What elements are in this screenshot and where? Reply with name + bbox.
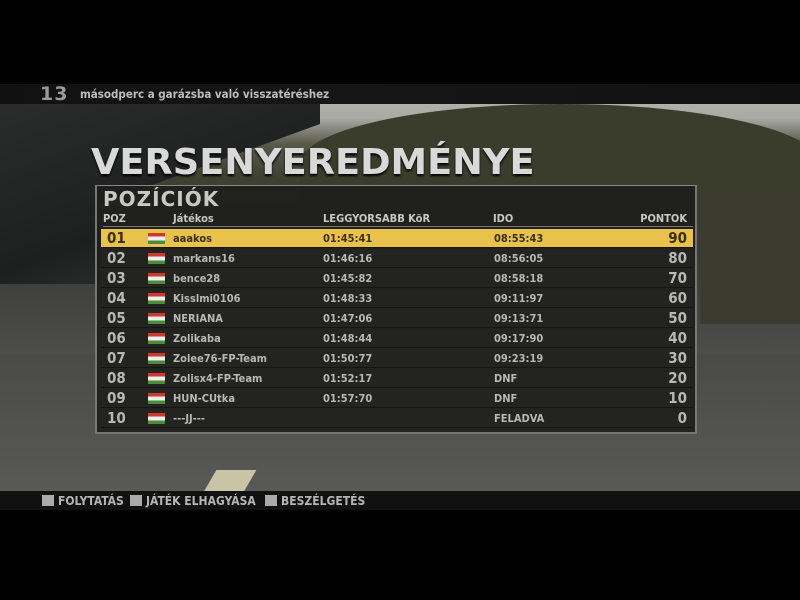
chat-key-icon bbox=[265, 495, 277, 506]
points: 0 bbox=[677, 409, 687, 427]
points: 30 bbox=[668, 349, 687, 367]
countdown-message: másodperc a garázsba való visszatéréshez bbox=[80, 87, 330, 101]
hungary-flag-icon bbox=[148, 413, 165, 424]
best-lap: 01:52:17 bbox=[323, 372, 373, 385]
countdown-seconds: 13 bbox=[40, 83, 69, 105]
points: 60 bbox=[668, 289, 687, 307]
hungary-flag-icon bbox=[148, 333, 165, 344]
panel-title: POZÍCIÓK bbox=[103, 187, 220, 211]
player-name: Zolisx4-FP-Team bbox=[173, 372, 263, 385]
hungary-flag-icon bbox=[148, 273, 165, 284]
best-lap: 01:47:06 bbox=[323, 312, 373, 325]
quit-label: JÁTÉK ELHAGYÁSA bbox=[146, 494, 256, 508]
header-time: IDO bbox=[493, 212, 514, 225]
player-name: NERIANA bbox=[173, 312, 223, 325]
results-panel: POZÍCIÓK POZ Játékos LEGGYORSABB KöR IDO… bbox=[95, 185, 697, 434]
result-row: 07 Zolee76-FP-Team 01:50:77 09:23:19 30 bbox=[101, 349, 693, 368]
chat-button[interactable]: BESZÉLGETÉS bbox=[265, 494, 365, 508]
player-name: Kisslmi0106 bbox=[173, 292, 241, 305]
countdown-bar: 13 másodperc a garázsba való visszatérés… bbox=[0, 84, 800, 104]
pit-building bbox=[700, 194, 800, 324]
points: 40 bbox=[668, 329, 687, 347]
player-name: markans16 bbox=[173, 252, 235, 265]
best-lap: 01:45:41 bbox=[323, 232, 373, 245]
total-time: DNF bbox=[494, 372, 518, 385]
best-lap: 01:57:70 bbox=[323, 392, 373, 405]
footer-bar: FOLYTATÁS JÁTÉK ELHAGYÁSA BESZÉLGETÉS bbox=[0, 491, 800, 510]
points: 10 bbox=[668, 389, 687, 407]
total-time: 08:56:05 bbox=[494, 252, 544, 265]
position: 03 bbox=[107, 269, 126, 287]
position: 07 bbox=[107, 349, 126, 367]
hungary-flag-icon bbox=[148, 293, 165, 304]
points: 90 bbox=[668, 229, 687, 247]
hungary-flag-icon bbox=[148, 253, 165, 264]
esc-key-icon bbox=[130, 495, 142, 506]
position: 09 bbox=[107, 389, 126, 407]
position: 02 bbox=[107, 249, 126, 267]
hungary-flag-icon bbox=[148, 313, 165, 324]
header-player: Játékos bbox=[173, 212, 214, 225]
result-row: 04 Kisslmi0106 01:48:33 09:11:97 60 bbox=[101, 289, 693, 308]
player-name: Zolee76-FP-Team bbox=[173, 352, 267, 365]
player-name: ---JJ--- bbox=[173, 412, 206, 425]
total-time: 08:58:18 bbox=[494, 272, 544, 285]
hungary-flag-icon bbox=[148, 353, 165, 364]
player-name: aaakos bbox=[173, 232, 213, 245]
position: 08 bbox=[107, 369, 126, 387]
points: 80 bbox=[668, 249, 687, 267]
best-lap: 01:48:44 bbox=[323, 332, 373, 345]
position: 04 bbox=[107, 289, 126, 307]
total-time: FELADVA bbox=[494, 412, 545, 425]
player-name: Zolikaba bbox=[173, 332, 221, 345]
total-time: 09:17:90 bbox=[494, 332, 544, 345]
page-title: VERSENYEREDMÉNYE bbox=[91, 142, 535, 183]
header-points: PONTOK bbox=[640, 212, 687, 225]
position: 06 bbox=[107, 329, 126, 347]
hungary-flag-icon bbox=[148, 233, 165, 244]
hungary-flag-icon bbox=[148, 373, 165, 384]
position: 10 bbox=[107, 409, 126, 427]
result-row: 06 Zolikaba 01:48:44 09:17:90 40 bbox=[101, 329, 693, 348]
hungary-flag-icon bbox=[148, 393, 165, 404]
points: 50 bbox=[668, 309, 687, 327]
total-time: DNF bbox=[494, 392, 518, 405]
player-name: bence28 bbox=[173, 272, 221, 285]
result-row: 01 aaakos 01:45:41 08:55:43 90 bbox=[101, 229, 693, 248]
best-lap: 01:46:16 bbox=[323, 252, 373, 265]
chat-label: BESZÉLGETÉS bbox=[281, 494, 366, 508]
best-lap: 01:48:33 bbox=[323, 292, 373, 305]
continue-button[interactable]: FOLYTATÁS bbox=[42, 494, 124, 508]
points: 70 bbox=[668, 269, 687, 287]
points: 20 bbox=[668, 369, 687, 387]
total-time: 09:13:71 bbox=[494, 312, 544, 325]
position: 01 bbox=[107, 229, 126, 247]
best-lap: 01:45:82 bbox=[323, 272, 373, 285]
result-row: 03 bence28 01:45:82 08:58:18 70 bbox=[101, 269, 693, 288]
result-row: 09 HUN-CUtka 01:57:70 DNF 10 bbox=[101, 389, 693, 408]
result-row: 02 markans16 01:46:16 08:56:05 80 bbox=[101, 249, 693, 268]
continue-label: FOLYTATÁS bbox=[58, 494, 124, 508]
result-row: 05 NERIANA 01:47:06 09:13:71 50 bbox=[101, 309, 693, 328]
total-time: 08:55:43 bbox=[494, 232, 544, 245]
enter-key-icon bbox=[42, 495, 54, 506]
header-pos: POZ bbox=[103, 212, 126, 225]
result-row: 10 ---JJ--- FELADVA 0 bbox=[101, 409, 693, 428]
result-row: 08 Zolisx4-FP-Team 01:52:17 DNF 20 bbox=[101, 369, 693, 388]
quit-game-button[interactable]: JÁTÉK ELHAGYÁSA bbox=[130, 494, 256, 508]
position: 05 bbox=[107, 309, 126, 327]
header-best-lap: LEGGYORSABB KöR bbox=[323, 212, 431, 225]
total-time: 09:11:97 bbox=[494, 292, 544, 305]
best-lap: 01:50:77 bbox=[323, 352, 373, 365]
total-time: 09:23:19 bbox=[494, 352, 544, 365]
divider bbox=[103, 226, 693, 227]
player-name: HUN-CUtka bbox=[173, 392, 235, 405]
